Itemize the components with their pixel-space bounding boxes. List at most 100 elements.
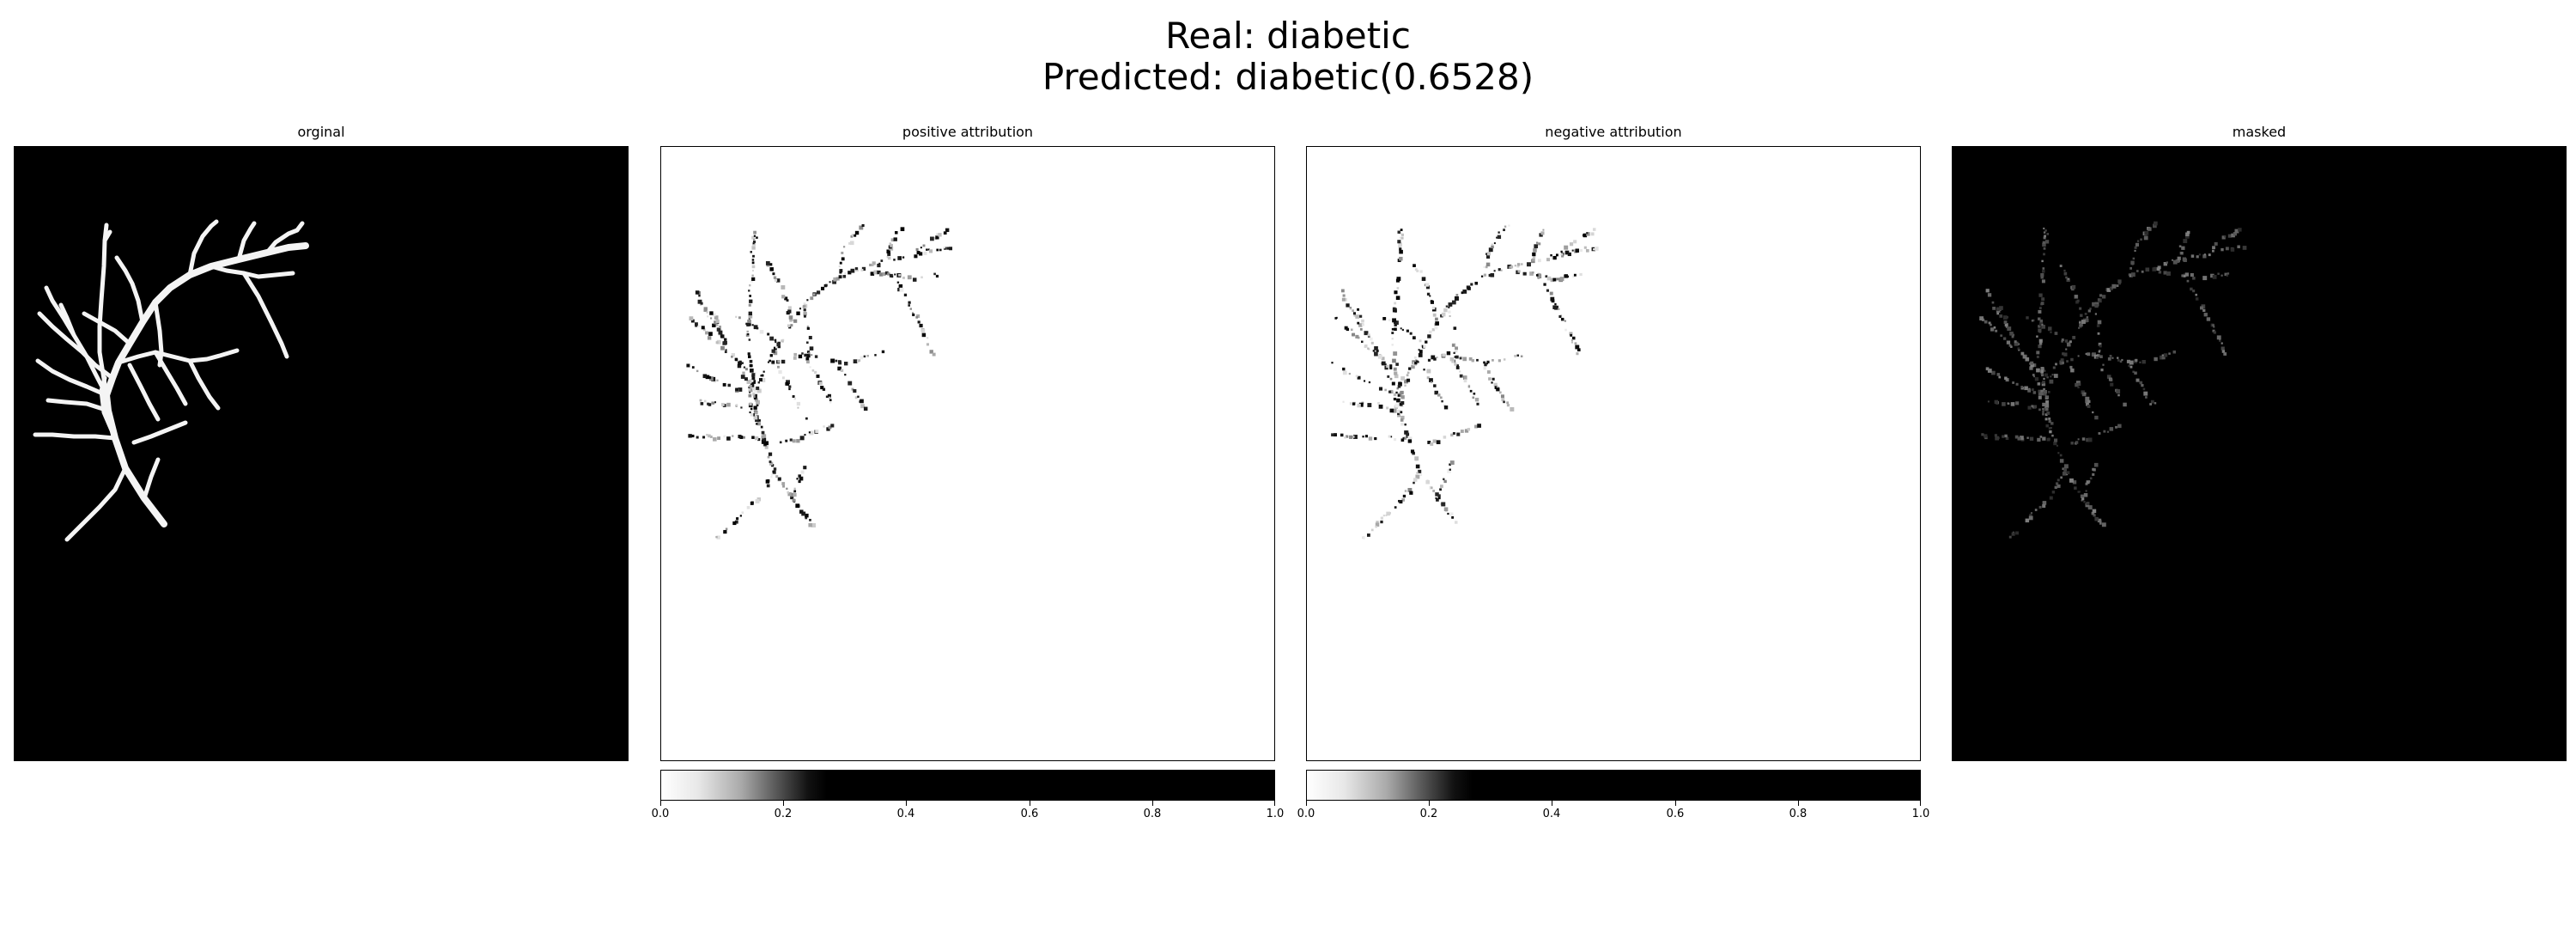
- attribution-pixel: [949, 247, 953, 251]
- figure-title-predicted: Predicted: diabetic(0.6528): [1042, 56, 1534, 98]
- attribution-pixel: [1434, 392, 1437, 394]
- attribution-pixel: [1514, 355, 1517, 357]
- attribution-pixel: [1999, 314, 2003, 318]
- attribution-pixel: [895, 231, 898, 235]
- attribution-pixel: [748, 314, 753, 319]
- attribution-pixel: [747, 332, 750, 336]
- attribution-pixel: [749, 359, 753, 363]
- attribution-pixel: [2097, 518, 2102, 523]
- attribution-pixel: [2040, 302, 2044, 305]
- attribution-pixel: [2134, 371, 2137, 375]
- attribution-pixel: [2186, 279, 2190, 283]
- attribution-pixel: [2015, 382, 2019, 386]
- attribution-pixel: [708, 332, 713, 336]
- attribution-pixel: [1359, 328, 1363, 331]
- attribution-pixel: [1576, 352, 1579, 356]
- attribution-pixel: [1533, 248, 1537, 253]
- attribution-pixel: [2129, 365, 2133, 369]
- attribution-pixel: [1443, 405, 1449, 410]
- attribution-pixel: [936, 248, 939, 252]
- attribution-pixel: [809, 346, 814, 351]
- attribution-pixel: [720, 345, 725, 351]
- attribution-pixel: [1455, 363, 1458, 366]
- attribution-pixel: [2233, 232, 2237, 236]
- attribution-pixel: [2015, 401, 2020, 405]
- attribution-pixel: [1364, 435, 1369, 438]
- original-vessel-svg: [33, 219, 309, 542]
- attribution-pixel: [2080, 314, 2083, 317]
- attribution-pixel: [2053, 374, 2058, 378]
- attribution-pixel: [2087, 405, 2091, 408]
- attribution-pixel: [1503, 229, 1505, 232]
- attribution-pixel: [793, 397, 797, 400]
- attribution-pixel: [2034, 377, 2039, 381]
- attribution-pixel: [1355, 314, 1360, 319]
- attribution-pixel: [1380, 516, 1383, 520]
- attribution-pixel: [2068, 341, 2071, 344]
- attribution-pixel: [726, 436, 731, 441]
- attribution-pixel: [1464, 429, 1469, 433]
- attribution-pixel: [753, 395, 756, 398]
- attribution-pixel: [1550, 296, 1555, 302]
- attribution-pixel: [2102, 295, 2106, 299]
- attribution-pixel: [738, 435, 742, 439]
- attribution-pixel: [722, 382, 726, 387]
- attribution-pixel: [2014, 340, 2017, 344]
- attribution-pixel: [828, 425, 832, 430]
- attribution-pixel: [759, 330, 764, 334]
- attribution-pixel: [2040, 367, 2044, 371]
- attribution-pixel: [2129, 267, 2132, 270]
- attribution-pixel: [1394, 320, 1399, 326]
- attribution-pixel: [2025, 357, 2030, 362]
- attribution-pixel: [720, 334, 724, 338]
- attribution-pixel: [2163, 262, 2167, 266]
- attribution-pixel: [1491, 245, 1494, 249]
- attribution-pixel: [708, 376, 714, 381]
- attribution-pixel: [803, 314, 806, 318]
- attribution-pixel: [1500, 269, 1503, 271]
- attribution-pixel: [714, 323, 719, 326]
- attribution-pixel: [816, 290, 821, 295]
- attribution-pixel: [2141, 384, 2144, 387]
- attribution-pixel: [828, 396, 831, 399]
- attribution-pixel: [1493, 382, 1498, 387]
- attribution-pixel: [2052, 366, 2056, 369]
- attribution-pixel: [2036, 335, 2038, 338]
- attribution-pixel: [767, 332, 770, 336]
- attribution-pixel: [691, 366, 695, 369]
- attribution-pixel: [1462, 357, 1467, 362]
- attribution-pixel: [752, 242, 755, 245]
- attribution-pixel: [1573, 273, 1577, 277]
- attribution-pixel: [2085, 396, 2090, 401]
- attribution-pixel: [2109, 355, 2112, 357]
- attribution-pixel: [1367, 333, 1370, 337]
- attribution-pixel: [1387, 375, 1390, 378]
- attribution-pixel: [827, 393, 831, 398]
- vessel-segment: [187, 219, 219, 277]
- attribution-pixel: [756, 236, 758, 239]
- attribution-pixel: [2081, 390, 2085, 394]
- attribution-pixel: [2166, 271, 2171, 276]
- attribution-pixel: [781, 359, 786, 364]
- attribution-pixel: [1410, 449, 1415, 454]
- attribution-pixel: [801, 352, 804, 355]
- attribution-pixel: [1449, 463, 1451, 466]
- attribution-pixel: [753, 325, 758, 330]
- attribution-pixel: [2195, 293, 2197, 296]
- attribution-pixel: [1474, 397, 1479, 402]
- attribution-pixel: [773, 346, 777, 351]
- attribution-pixel: [1416, 472, 1419, 474]
- attribution-pixel: [919, 252, 923, 256]
- attribution-pixel: [2142, 360, 2146, 364]
- attribution-pixel: [2166, 261, 2168, 264]
- attribution-pixel: [886, 249, 890, 253]
- attribution-pixel: [2029, 366, 2033, 370]
- attribution-pixel: [844, 374, 847, 376]
- attribution-pixel: [2044, 418, 2048, 421]
- attribution-pixel: [887, 253, 891, 256]
- attribution-pixel: [724, 338, 727, 341]
- attribution-pixel: [810, 296, 814, 301]
- attribution-pixel: [715, 319, 720, 323]
- attribution-pixel: [697, 299, 702, 304]
- attribution-pixel: [2048, 427, 2051, 430]
